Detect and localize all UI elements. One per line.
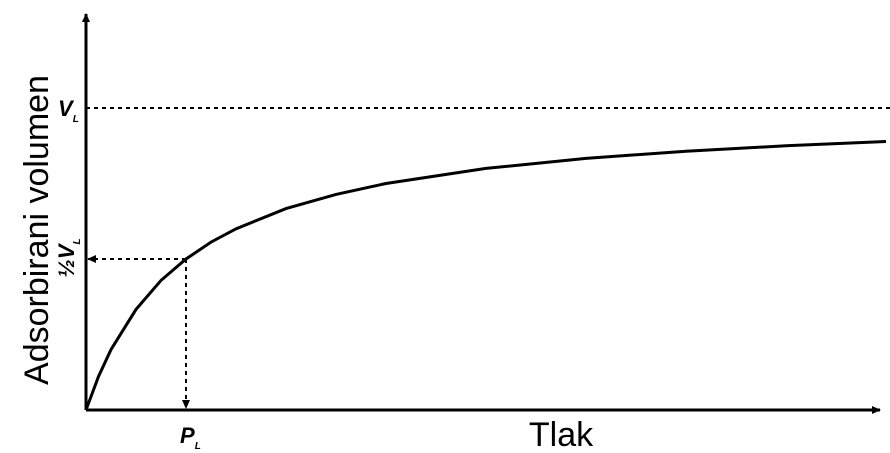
- half-vl-label: ½VL: [54, 238, 83, 277]
- pl-label: PL: [180, 423, 201, 452]
- y-axis-title: Adsorbirani volumen: [18, 75, 56, 385]
- x-axis-title: Tlak: [529, 416, 594, 453]
- langmuir-isotherm-curve: [84, 140, 887, 411]
- vl-label: VL: [58, 96, 79, 125]
